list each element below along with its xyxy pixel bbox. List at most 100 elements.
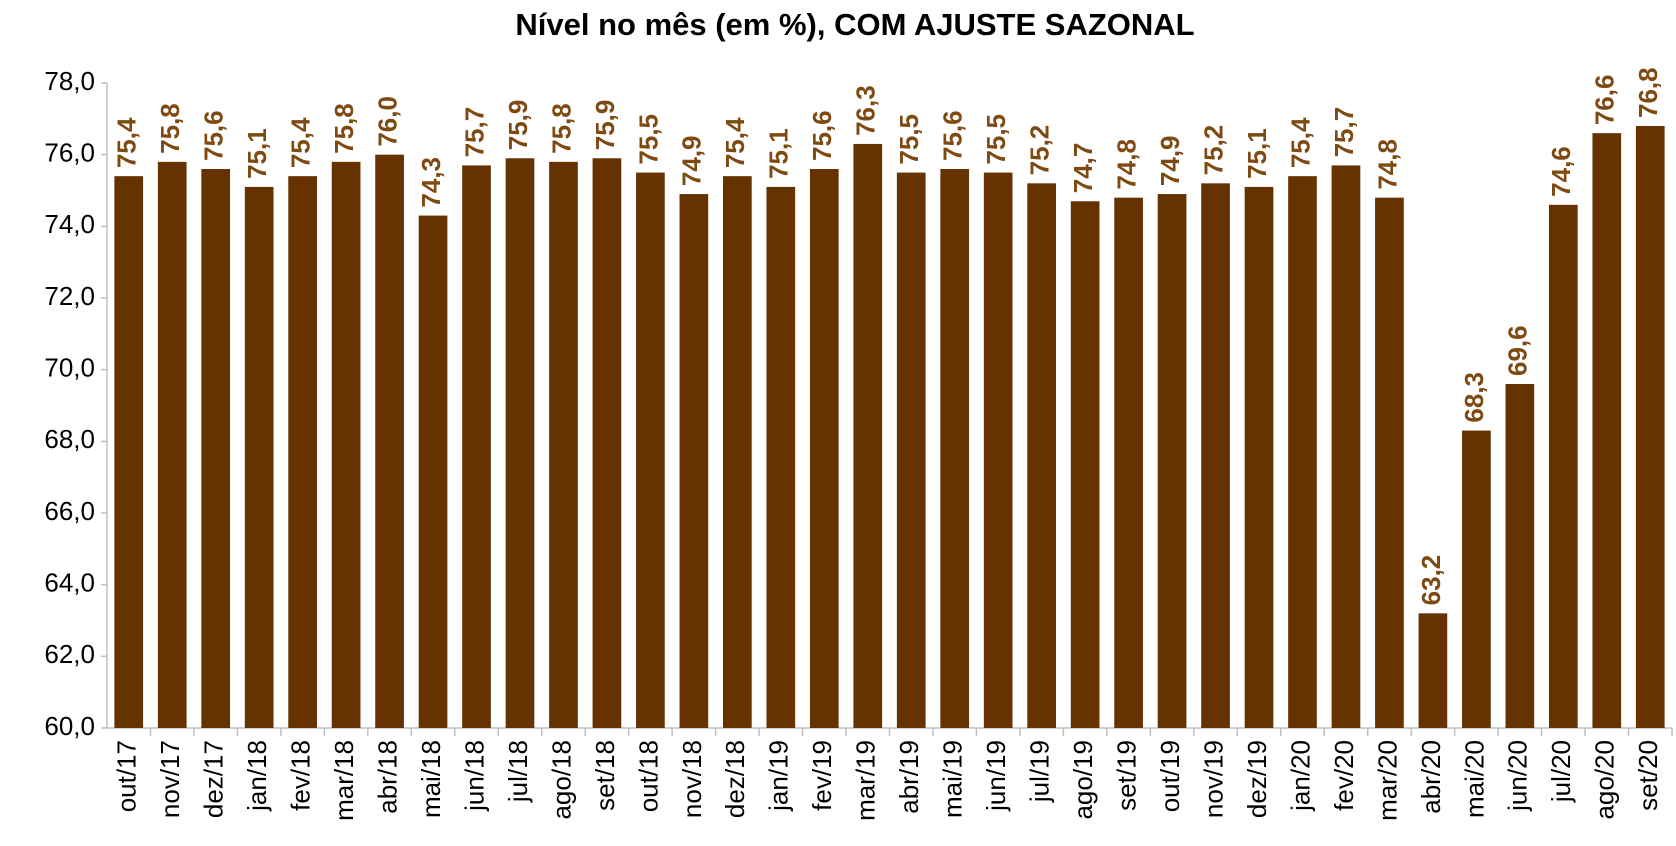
x-tick-label: ago/19 bbox=[1068, 740, 1098, 820]
bar bbox=[505, 158, 535, 728]
bar bbox=[1157, 194, 1187, 729]
bar bbox=[1114, 197, 1143, 728]
bar bbox=[1592, 133, 1622, 728]
x-tick-label: ago/18 bbox=[546, 740, 576, 820]
x-tick-label: abr/20 bbox=[1416, 740, 1446, 814]
value-label: 75,4 bbox=[286, 117, 316, 168]
value-label: 75,4 bbox=[1285, 117, 1315, 168]
x-tick-label: set/18 bbox=[590, 740, 620, 811]
value-label: 75,4 bbox=[112, 117, 142, 168]
x-tick-label: jun/20 bbox=[1503, 740, 1533, 812]
x-tick-label: jan/18 bbox=[242, 740, 272, 812]
bar bbox=[1070, 201, 1100, 728]
bar bbox=[1462, 430, 1491, 728]
value-label: 69,6 bbox=[1503, 325, 1533, 376]
value-label: 74,8 bbox=[1111, 139, 1141, 190]
bar bbox=[679, 194, 709, 729]
bar bbox=[592, 158, 622, 728]
value-label: 74,9 bbox=[1155, 135, 1185, 186]
bar bbox=[201, 169, 231, 728]
value-label: 75,4 bbox=[720, 117, 750, 168]
x-tick-label: set/20 bbox=[1633, 740, 1663, 811]
y-tick-label: 78,0 bbox=[44, 66, 95, 96]
bar bbox=[462, 165, 491, 728]
value-label: 75,5 bbox=[981, 114, 1011, 165]
x-tick-label: jun/18 bbox=[459, 740, 489, 812]
bar bbox=[1244, 186, 1274, 728]
x-tick-label: jun/19 bbox=[981, 740, 1011, 812]
bar bbox=[375, 154, 404, 728]
value-label: 75,1 bbox=[1242, 128, 1272, 179]
value-label: 63,2 bbox=[1416, 555, 1446, 606]
value-label: 75,6 bbox=[199, 110, 229, 161]
bar bbox=[983, 172, 1013, 729]
value-label: 75,8 bbox=[155, 103, 185, 154]
y-tick-label: 76,0 bbox=[44, 138, 95, 168]
bar bbox=[1288, 176, 1317, 728]
value-label: 74,7 bbox=[1068, 143, 1098, 194]
y-tick-label: 74,0 bbox=[44, 209, 95, 239]
value-label: 75,1 bbox=[764, 128, 794, 179]
y-tick-label: 68,0 bbox=[44, 424, 95, 454]
y-tick-label: 60,0 bbox=[44, 711, 95, 741]
value-label: 74,3 bbox=[416, 157, 446, 208]
value-label: 75,6 bbox=[938, 110, 968, 161]
bar bbox=[896, 172, 926, 729]
value-label: 75,7 bbox=[1329, 107, 1359, 158]
y-tick-label: 66,0 bbox=[44, 496, 95, 526]
value-label: 74,8 bbox=[1372, 139, 1402, 190]
x-tick-label: abr/19 bbox=[894, 740, 924, 814]
x-tick-label: mai/18 bbox=[416, 740, 446, 818]
value-label: 75,9 bbox=[590, 100, 620, 151]
x-tick-label: fev/19 bbox=[807, 740, 837, 811]
x-tick-label: mai/19 bbox=[938, 740, 968, 818]
x-tick-label: set/19 bbox=[1111, 740, 1141, 811]
x-tick-label: nov/17 bbox=[155, 740, 185, 818]
bar bbox=[809, 169, 839, 728]
value-label: 75,8 bbox=[329, 103, 359, 154]
value-label: 75,5 bbox=[633, 114, 663, 165]
x-tick-label: mai/20 bbox=[1459, 740, 1489, 818]
value-label: 76,8 bbox=[1633, 67, 1663, 118]
value-label: 75,6 bbox=[807, 110, 837, 161]
x-tick-label: abr/18 bbox=[372, 740, 402, 814]
value-label: 75,2 bbox=[1025, 125, 1055, 176]
bar bbox=[1027, 183, 1056, 729]
bar bbox=[1548, 204, 1578, 729]
x-tick-label: dez/19 bbox=[1242, 740, 1272, 818]
y-tick-label: 72,0 bbox=[44, 281, 95, 311]
x-tick-label: ago/20 bbox=[1590, 740, 1620, 820]
bar bbox=[288, 176, 317, 728]
x-tick-label: mar/19 bbox=[851, 740, 881, 821]
bar bbox=[549, 161, 578, 729]
value-label: 76,6 bbox=[1590, 75, 1620, 126]
bar bbox=[636, 172, 665, 729]
bar bbox=[853, 143, 883, 728]
x-tick-label: jul/19 bbox=[1025, 740, 1055, 803]
x-tick-label: out/19 bbox=[1155, 740, 1185, 812]
x-tick-label: out/17 bbox=[112, 740, 142, 812]
bar bbox=[1505, 384, 1535, 728]
bar bbox=[331, 161, 361, 729]
bar bbox=[1635, 126, 1665, 728]
x-tick-label: fev/18 bbox=[286, 740, 316, 811]
bar bbox=[1201, 183, 1230, 729]
y-tick-label: 62,0 bbox=[44, 639, 95, 669]
bar bbox=[157, 161, 187, 729]
bar bbox=[766, 186, 796, 728]
value-label: 75,1 bbox=[242, 128, 272, 179]
x-tick-label: nov/19 bbox=[1198, 740, 1228, 818]
value-label: 75,5 bbox=[894, 114, 924, 165]
x-tick-label: jan/19 bbox=[764, 740, 794, 812]
value-label: 75,2 bbox=[1198, 125, 1228, 176]
value-label: 75,8 bbox=[546, 103, 576, 154]
bar bbox=[940, 169, 970, 728]
bar bbox=[723, 176, 752, 728]
value-label: 74,9 bbox=[677, 135, 707, 186]
x-tick-label: dez/18 bbox=[720, 740, 750, 818]
y-tick-label: 64,0 bbox=[44, 568, 95, 598]
x-tick-label: mar/20 bbox=[1372, 740, 1402, 821]
x-tick-label: dez/17 bbox=[199, 740, 229, 818]
bar bbox=[1418, 613, 1448, 728]
